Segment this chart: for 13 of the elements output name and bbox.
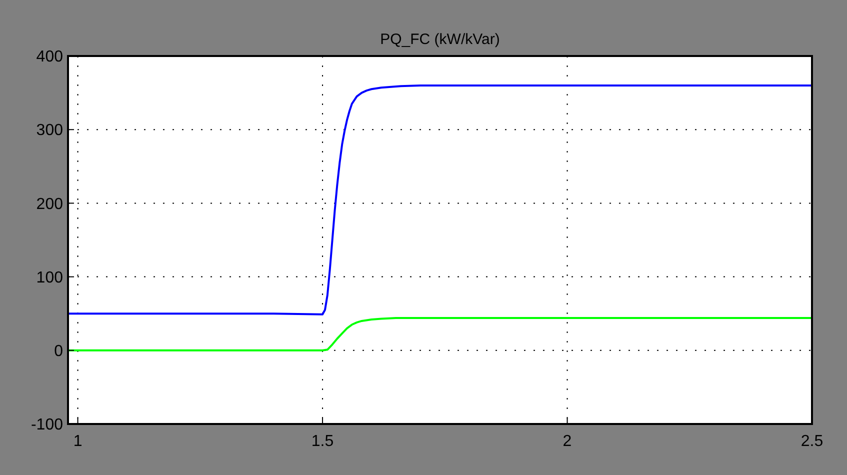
x-tick-label: 1 [73,433,82,450]
y-tick-label: 400 [36,48,64,66]
y-tick-label: 0 [54,343,64,360]
line-series [67,317,813,352]
x-tick-label: 2.5 [800,433,824,450]
y-tick-label: 100 [36,269,64,286]
x-tick-label: 1.5 [311,433,334,450]
y-tick-label: -100 [30,416,64,434]
line-series [67,84,813,316]
chart-title: PQ_FC (kW/kVar) [380,31,500,48]
y-tick-label: 200 [36,196,64,213]
y-tick-label: 300 [36,122,64,140]
x-tick-label: 2 [562,433,572,450]
